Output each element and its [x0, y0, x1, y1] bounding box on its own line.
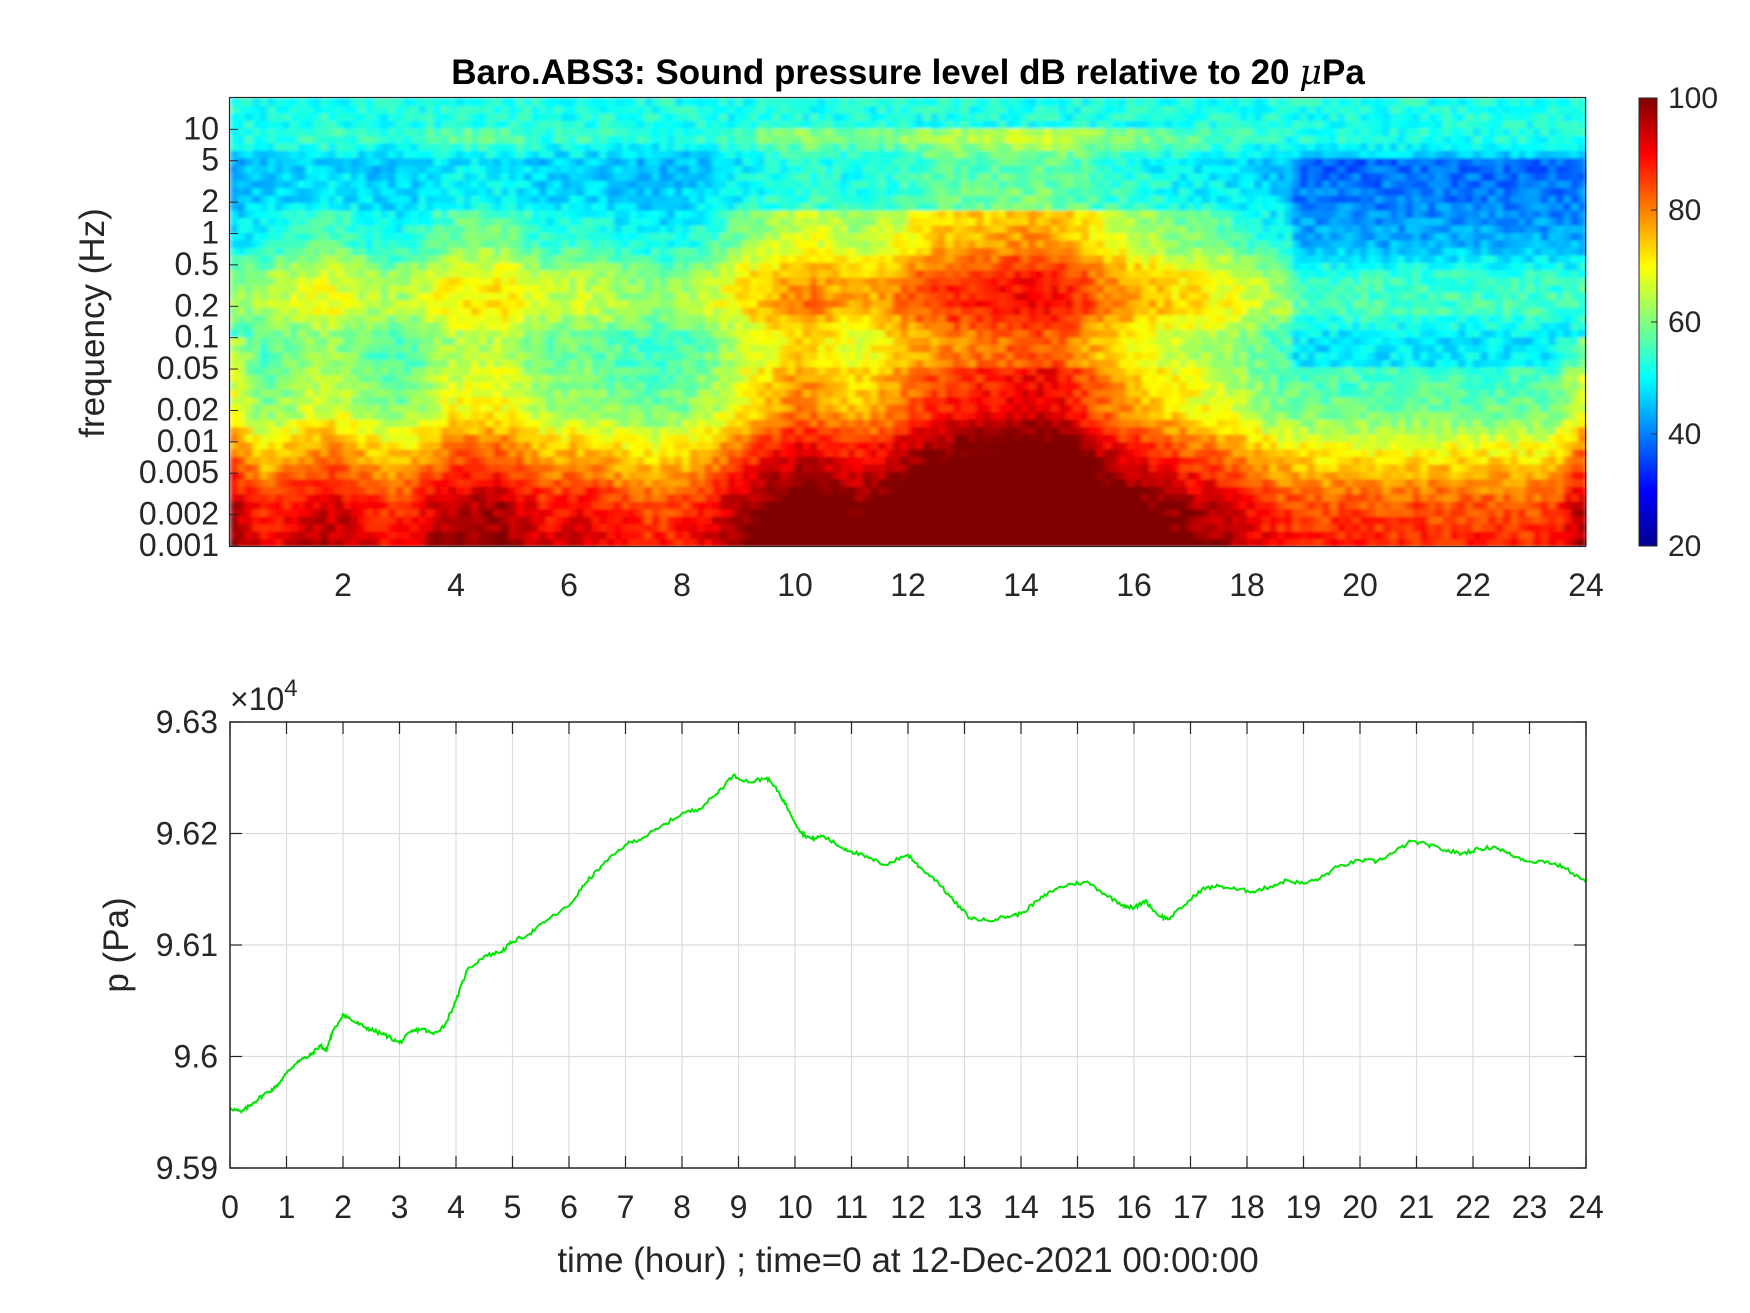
pressure-x-tick: 1	[278, 1189, 296, 1225]
frequency-tick: 0.002	[139, 496, 219, 532]
pressure-x-tick: 8	[673, 1189, 691, 1225]
spectrogram-time-tick: 18	[1229, 567, 1265, 603]
pressure-x-tick: 14	[1003, 1189, 1039, 1225]
colorbar-tick: 60	[1668, 306, 1701, 339]
pressure-series-line	[230, 773, 1586, 1114]
spectrogram-time-tick: 8	[673, 567, 691, 603]
frequency-axis-label: frequency (Hz)	[73, 208, 112, 438]
spectrogram-title: Baro.ABS3: Sound pressure level dB relat…	[451, 53, 1365, 93]
spectrogram-time-tick: 10	[777, 567, 813, 603]
pressure-x-tick: 16	[1116, 1189, 1152, 1225]
pressure-x-tick: 20	[1342, 1189, 1378, 1225]
pressure-x-tick: 19	[1286, 1189, 1322, 1225]
frequency-tick: 0.2	[175, 287, 219, 323]
colorbar-tick: 100	[1668, 82, 1718, 115]
spectrogram-time-tick: 24	[1568, 567, 1604, 603]
colorbar-tick: 20	[1668, 530, 1701, 563]
colorbar-tick-labels: 100 80 60 40 20	[1651, 82, 1718, 563]
time-axis-label: time (hour) ; time=0 at 12-Dec-2021 00:0…	[557, 1241, 1258, 1280]
pressure-exponent-label: ×104	[230, 675, 298, 717]
pressure-x-tick: 12	[890, 1189, 926, 1225]
spectrogram-time-tick: 14	[1003, 567, 1039, 603]
frequency-tick: 2	[201, 183, 219, 219]
pressure-x-tick: 11	[835, 1189, 868, 1225]
spectrogram-time-tick: 20	[1342, 567, 1378, 603]
pressure-y-tick: 9.63	[156, 704, 218, 740]
frequency-tick-labels: 105 210.5 0.20.10.05 0.020.010.005 0.0020.00…	[139, 110, 238, 563]
pressure-y-tick: 9.6	[174, 1039, 218, 1075]
pressure-x-tick: 0	[221, 1189, 239, 1225]
spectrogram-time-tick: 22	[1455, 567, 1491, 603]
colorbar-tick: 80	[1668, 194, 1701, 227]
pressure-x-tick: 7	[617, 1189, 635, 1225]
pressure-x-tick: 18	[1229, 1189, 1265, 1225]
pressure-x-tick: 2	[334, 1189, 352, 1225]
pressure-grid	[229, 721, 1587, 1169]
pressure-x-tick: 24	[1568, 1189, 1604, 1225]
spectrogram-time-tick: 4	[447, 567, 465, 603]
pressure-y-tick: 9.62	[156, 816, 218, 852]
frequency-tick: 0.02	[157, 392, 219, 428]
pressure-x-tick: 9	[730, 1189, 748, 1225]
pressure-x-tick: 3	[391, 1189, 409, 1225]
frequency-tick: 1	[201, 215, 219, 251]
spectrogram-time-tick: 16	[1116, 567, 1152, 603]
spectrogram-time-tick: 6	[560, 567, 578, 603]
pressure-x-tick: 13	[947, 1189, 983, 1225]
pressure-tick-marks	[229, 721, 1587, 1169]
pressure-x-tick: 15	[1060, 1189, 1096, 1225]
pressure-panel: 9.639.629.619.69.59 0 1 2 3 4 5 6 7 8 9 10 11 12 13 14…	[97, 675, 1604, 1280]
colorbar-tick: 40	[1668, 418, 1701, 451]
pressure-x-tick-labels: 0 1 2 3 4 5 6 7 8 9 10 11 12 13 14 15 16 17 18 19 20 21 22 23 24	[221, 1189, 1604, 1225]
frequency-tick: 0.01	[157, 423, 219, 459]
pressure-x-tick: 4	[447, 1189, 465, 1225]
frequency-tick: 0.1	[175, 319, 219, 355]
pressure-axis-label: p (Pa)	[97, 897, 136, 992]
spectrogram-frame	[228, 96, 1587, 548]
pressure-x-tick: 5	[504, 1189, 522, 1225]
spectrogram-time-tick: 2	[334, 567, 352, 603]
pressure-x-tick: 10	[777, 1189, 813, 1225]
pressure-y-tick-labels: 9.63 9.62 9.61 9.6 9.59	[156, 704, 218, 1186]
pressure-y-tick: 9.61	[156, 927, 218, 963]
pressure-x-tick: 17	[1173, 1189, 1209, 1225]
frequency-tick: 10	[183, 110, 219, 146]
pressure-x-tick: 23	[1512, 1189, 1548, 1225]
spectrogram-panel: Baro.ABS3: Sound pressure level dB relat…	[73, 53, 1718, 603]
frequency-tick: 0.001	[139, 527, 219, 563]
spectrogram-heatmap	[230, 98, 1587, 547]
spectrogram-time-tick-labels: 2 4 6 8 10 12 14 16 18 20 22 24	[334, 567, 1604, 603]
frequency-tick: 0.005	[139, 454, 219, 490]
pressure-x-tick: 21	[1399, 1189, 1435, 1225]
pressure-x-tick: 6	[560, 1189, 578, 1225]
pressure-x-tick: 22	[1455, 1189, 1491, 1225]
spectrogram-time-tick: 12	[890, 567, 926, 603]
pressure-y-tick: 9.59	[156, 1150, 218, 1186]
frequency-tick: 0.5	[175, 246, 219, 282]
frequency-tick: 5	[201, 142, 219, 178]
frequency-tick: 0.05	[157, 350, 219, 386]
